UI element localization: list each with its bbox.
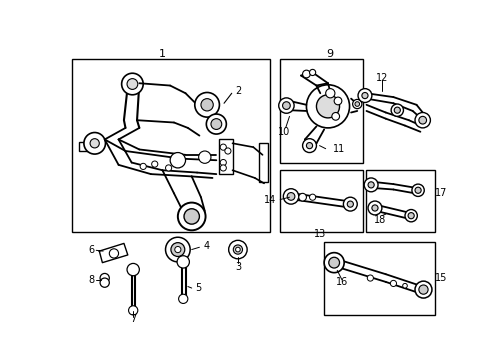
Circle shape: [371, 205, 377, 211]
Circle shape: [367, 182, 373, 188]
Circle shape: [306, 85, 349, 128]
Circle shape: [302, 139, 316, 153]
Bar: [218, 139, 232, 174]
Circle shape: [346, 201, 353, 207]
Circle shape: [220, 144, 226, 150]
Text: 12: 12: [375, 73, 387, 83]
Circle shape: [235, 247, 240, 252]
Circle shape: [393, 107, 400, 113]
Circle shape: [309, 194, 315, 200]
Circle shape: [171, 243, 184, 256]
Circle shape: [128, 306, 138, 315]
Circle shape: [390, 104, 403, 116]
Circle shape: [324, 253, 344, 273]
Text: 17: 17: [434, 188, 447, 198]
Circle shape: [298, 193, 306, 201]
Text: 18: 18: [373, 215, 385, 225]
Circle shape: [364, 178, 377, 192]
Bar: [280, 170, 362, 232]
Circle shape: [352, 99, 361, 109]
Circle shape: [306, 143, 312, 149]
Circle shape: [100, 274, 109, 283]
Circle shape: [210, 119, 221, 130]
Circle shape: [127, 78, 138, 89]
Text: 2: 2: [234, 86, 241, 96]
Text: 3: 3: [234, 261, 241, 271]
Bar: [258, 143, 267, 182]
Circle shape: [178, 294, 187, 303]
Circle shape: [414, 281, 431, 298]
Text: 10: 10: [277, 127, 290, 137]
Circle shape: [283, 189, 298, 204]
Circle shape: [220, 165, 226, 171]
Circle shape: [282, 102, 290, 109]
Circle shape: [302, 70, 310, 78]
Bar: [280, 59, 362, 163]
Circle shape: [286, 193, 294, 200]
Circle shape: [331, 112, 339, 120]
Circle shape: [309, 69, 315, 76]
Circle shape: [177, 256, 189, 268]
Circle shape: [316, 95, 339, 118]
Circle shape: [140, 163, 146, 170]
Text: 16: 16: [335, 277, 347, 287]
Circle shape: [366, 275, 373, 281]
Polygon shape: [99, 243, 127, 263]
Circle shape: [84, 132, 105, 154]
Text: 8: 8: [88, 275, 95, 285]
Bar: [71, 59, 270, 232]
Circle shape: [411, 184, 424, 197]
Text: 11: 11: [333, 144, 345, 154]
Circle shape: [418, 116, 426, 124]
Bar: [79, 142, 93, 151]
Text: 7: 7: [130, 314, 136, 324]
Circle shape: [90, 139, 99, 148]
Circle shape: [109, 249, 118, 258]
Text: 4: 4: [203, 242, 209, 252]
Text: 13: 13: [313, 229, 326, 239]
Circle shape: [414, 112, 429, 128]
Circle shape: [418, 285, 427, 294]
Bar: [324, 242, 434, 315]
Circle shape: [361, 93, 367, 99]
Circle shape: [357, 89, 371, 103]
Circle shape: [127, 264, 139, 276]
Circle shape: [151, 161, 158, 167]
Circle shape: [122, 73, 143, 95]
Circle shape: [165, 237, 190, 262]
Text: 1: 1: [159, 49, 165, 59]
Text: 6: 6: [88, 244, 95, 255]
Circle shape: [178, 203, 205, 230]
Circle shape: [165, 165, 171, 171]
Circle shape: [100, 278, 109, 287]
Circle shape: [194, 93, 219, 117]
Text: 14: 14: [264, 194, 276, 204]
Circle shape: [325, 89, 334, 98]
Bar: [366, 170, 434, 232]
Circle shape: [198, 151, 210, 163]
Circle shape: [228, 240, 246, 259]
Circle shape: [170, 153, 185, 168]
Circle shape: [174, 247, 181, 253]
Circle shape: [389, 280, 396, 287]
Circle shape: [233, 245, 242, 254]
Circle shape: [183, 209, 199, 224]
Circle shape: [414, 187, 420, 193]
Text: 9: 9: [326, 49, 333, 59]
Text: 5: 5: [195, 283, 202, 293]
Circle shape: [404, 210, 416, 222]
Circle shape: [343, 197, 357, 211]
Circle shape: [407, 213, 413, 219]
Circle shape: [278, 98, 293, 113]
Circle shape: [333, 97, 341, 105]
Circle shape: [201, 99, 213, 111]
Circle shape: [354, 102, 359, 106]
Circle shape: [402, 283, 407, 288]
Circle shape: [328, 257, 339, 268]
Circle shape: [220, 159, 226, 166]
Text: 15: 15: [434, 273, 447, 283]
Circle shape: [224, 148, 230, 154]
Circle shape: [206, 114, 226, 134]
Circle shape: [367, 201, 381, 215]
